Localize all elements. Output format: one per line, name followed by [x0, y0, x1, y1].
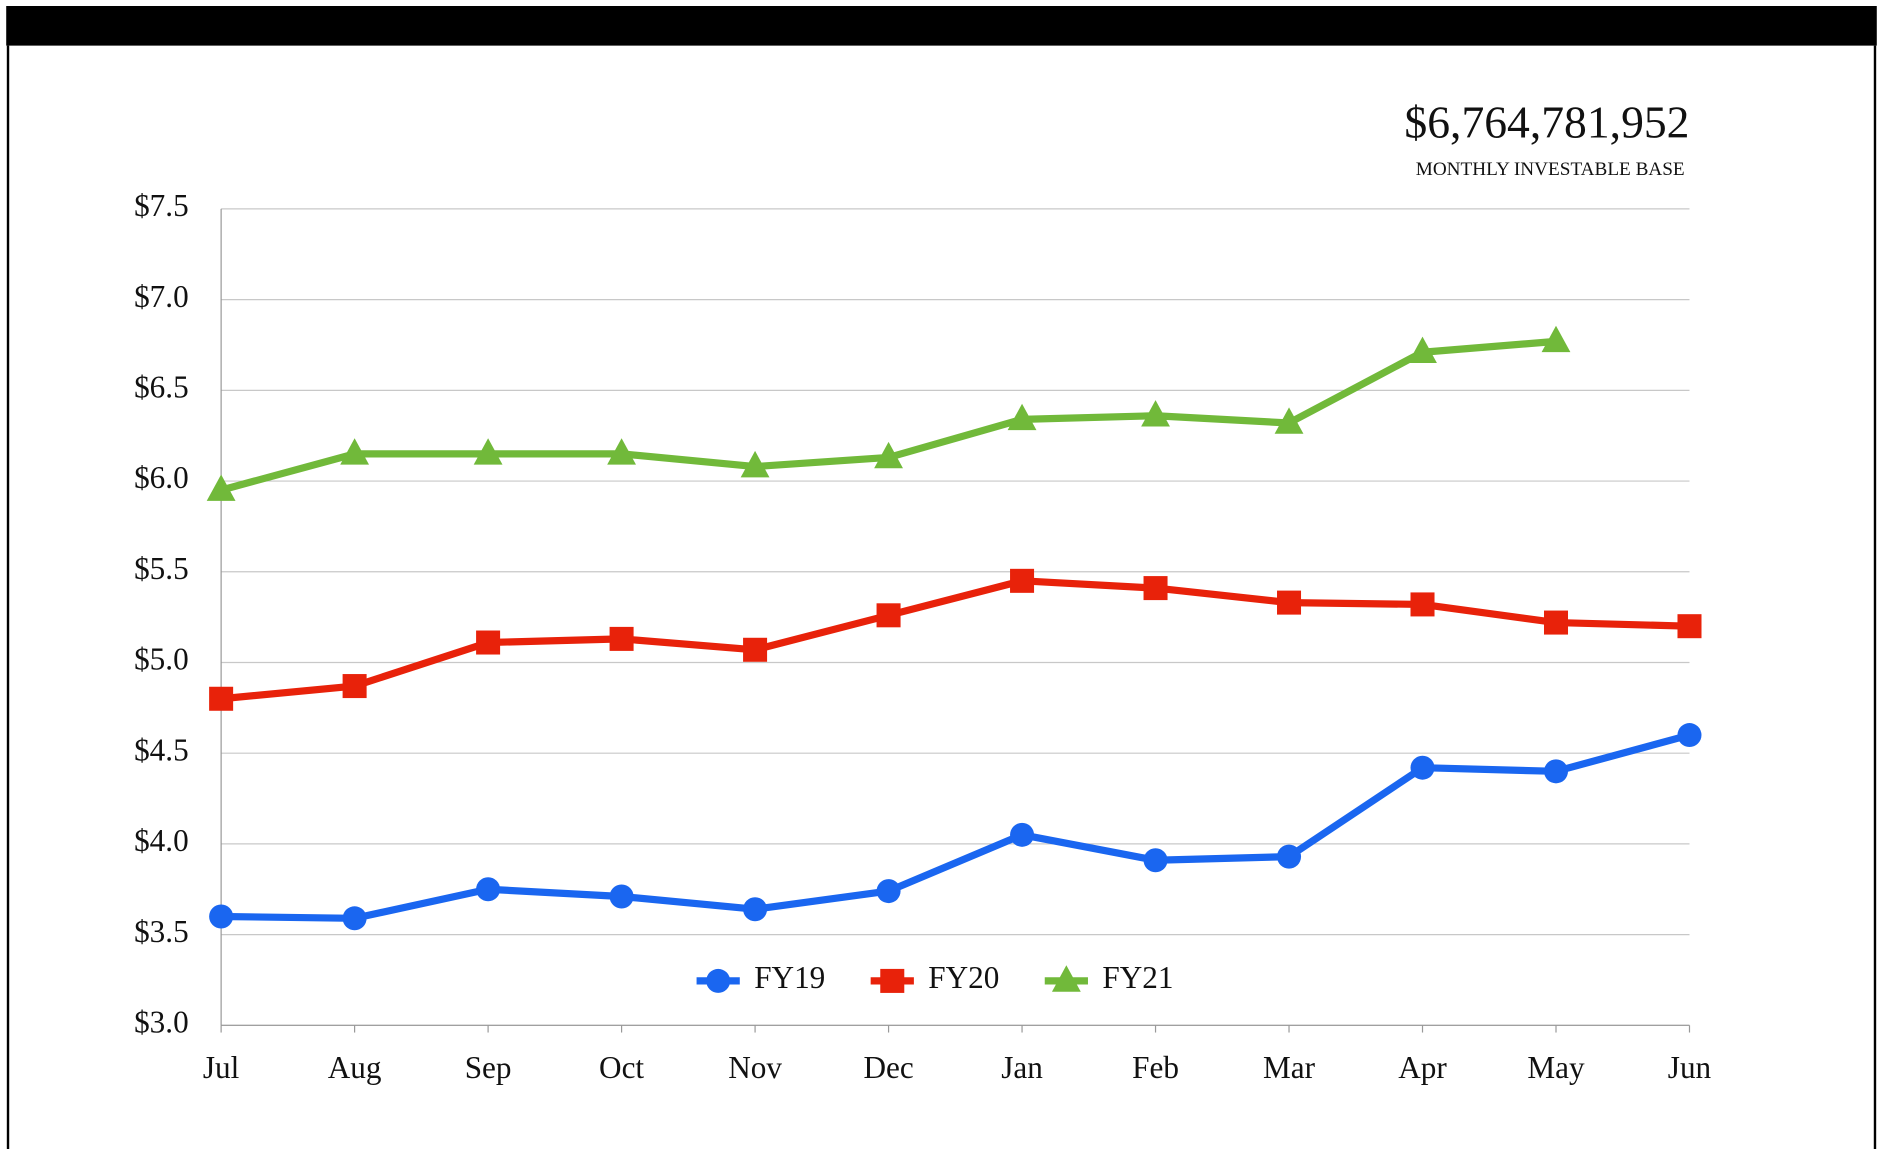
legend-label: FY19 — [754, 960, 825, 995]
data-point — [342, 674, 367, 699]
data-point — [1677, 723, 1702, 748]
data-point — [876, 603, 901, 628]
y-tick-label: $6.5 — [134, 369, 189, 404]
headline-caption: MONTHLY INVESTABLE BASE — [1416, 159, 1685, 180]
y-tick-label: $4.0 — [134, 823, 189, 858]
data-point — [609, 884, 634, 909]
y-tick-label: $5.0 — [134, 642, 189, 677]
data-point — [1010, 822, 1035, 847]
data-point — [1007, 403, 1037, 431]
y-tick-label: $3.5 — [134, 914, 189, 949]
data-point — [1410, 592, 1435, 617]
x-tick-label: Oct — [599, 1050, 644, 1085]
data-point — [607, 438, 636, 465]
x-tick-label: May — [1527, 1050, 1585, 1085]
y-tick-label: $6.0 — [134, 460, 189, 495]
data-point — [342, 906, 367, 931]
data-point — [473, 438, 503, 465]
data-point — [206, 474, 236, 501]
y-tick-label: $5.5 — [134, 551, 189, 586]
data-point — [1277, 844, 1302, 869]
series-line — [220, 577, 1690, 703]
data-point — [1410, 755, 1435, 780]
data-point — [340, 438, 370, 465]
series-line — [221, 731, 1691, 922]
headline-amount: $6,764,781,952 — [1404, 97, 1689, 148]
data-point — [743, 637, 768, 662]
legend-marker — [1051, 965, 1081, 992]
legend-label: FY20 — [928, 960, 999, 995]
data-point — [876, 879, 901, 904]
legend-marker — [706, 968, 731, 993]
x-tick-label: Aug — [328, 1050, 382, 1085]
data-point — [1143, 848, 1168, 873]
data-point — [1408, 336, 1437, 364]
data-point — [1677, 614, 1702, 639]
legend-label: FY21 — [1102, 960, 1173, 995]
data-point — [209, 686, 234, 711]
y-tick-label: $3.0 — [134, 1004, 189, 1039]
x-tick-label: Apr — [1398, 1050, 1447, 1085]
x-tick-label: Jun — [1668, 1050, 1712, 1085]
top-bar — [6, 6, 1877, 46]
x-tick-label: Feb — [1132, 1050, 1179, 1085]
x-tick-label: Nov — [728, 1050, 782, 1085]
x-tick-label: Mar — [1263, 1050, 1316, 1085]
data-point — [1143, 576, 1168, 601]
data-point — [874, 441, 903, 469]
y-tick-label: $4.5 — [134, 732, 189, 767]
data-point — [209, 904, 234, 929]
data-point — [1277, 590, 1302, 615]
x-tick-label: Dec — [863, 1050, 913, 1085]
data-point — [1274, 407, 1304, 434]
x-tick-label: Jul — [203, 1050, 240, 1085]
x-tick-label: Sep — [465, 1050, 512, 1085]
data-point — [1141, 400, 1170, 427]
data-point — [609, 626, 634, 651]
data-point — [476, 877, 501, 902]
y-tick-label: $7.5 — [134, 188, 189, 223]
y-tick-label: $7.0 — [134, 279, 189, 314]
data-point — [740, 450, 770, 478]
data-point — [476, 630, 501, 655]
data-point — [1010, 568, 1035, 593]
data-point — [1543, 610, 1569, 635]
data-point — [1543, 759, 1569, 784]
data-point — [1541, 325, 1571, 353]
data-point — [743, 897, 768, 922]
x-tick-label: Jan — [1001, 1050, 1043, 1085]
legend-marker — [880, 968, 905, 993]
